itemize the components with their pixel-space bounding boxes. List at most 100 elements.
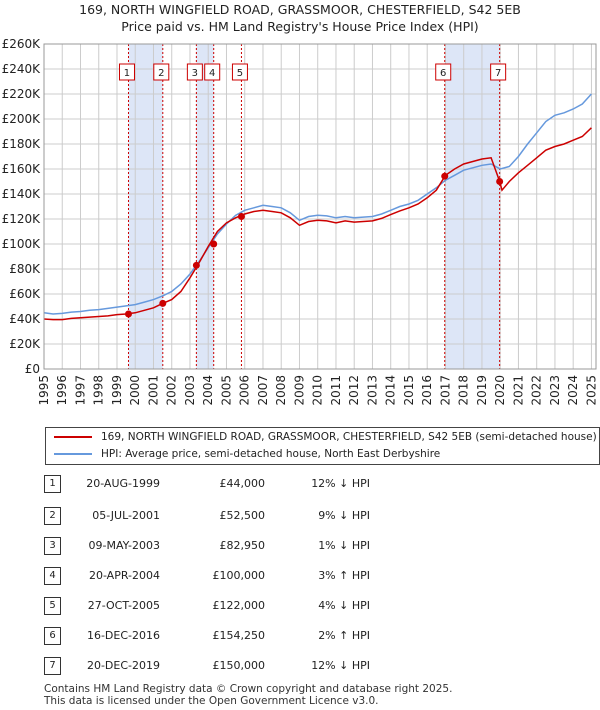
x-tick-label: 2025 [584, 375, 598, 406]
y-tick-label: £80K [9, 262, 41, 276]
sale-marker-box-5 [231, 63, 248, 81]
shaded-period-2 [196, 44, 214, 369]
transaction-row: 7 20-DEC-2019 £150,000 12% ↓ HPI [0, 656, 600, 676]
legend-label-property: 169, NORTH WINGFIELD ROAD, GRASSMOOR, CH… [101, 431, 597, 443]
chart-legend: 169, NORTH WINGFIELD ROAD, GRASSMOOR, CH… [45, 427, 600, 465]
sale-marker-box-3 [186, 63, 203, 81]
x-tick-label: 2023 [548, 375, 562, 406]
property-line [43, 127, 592, 321]
legend-item-hpi: HPI: Average price, semi-detached house,… [54, 446, 440, 462]
x-tick-label: 2020 [493, 375, 507, 406]
sale-marker-label-5: 5 [237, 68, 243, 79]
transaction-row: 2 05-JUL-2001 £52,500 9% ↓ HPI [0, 506, 600, 526]
transaction-row: 6 16-DEC-2016 £154,250 2% ↑ HPI [0, 626, 600, 646]
transaction-number: 1 [44, 475, 61, 493]
x-tick-label: 1996 [55, 375, 69, 406]
x-tick-label: 2014 [384, 375, 398, 406]
y-tick-label: £60K [9, 287, 41, 301]
shaded-period-1 [128, 44, 163, 369]
transaction-date: 20-APR-2004 [88, 569, 160, 582]
x-tick-label: 2013 [365, 375, 379, 406]
y-tick-label: £220K [2, 87, 42, 101]
x-tick-label: 2003 [183, 375, 197, 406]
transaction-price: £150,000 [212, 659, 266, 672]
sale-point-5 [237, 213, 245, 220]
x-tick-label: 2021 [511, 375, 525, 406]
transaction-date: 27-OCT-2005 [87, 599, 160, 612]
y-tick-label: £260K [2, 37, 42, 51]
x-tick-label: 2011 [329, 375, 343, 406]
sale-marker-box-7 [490, 63, 507, 81]
footer-licence: This data is licensed under the Open Gov… [44, 695, 379, 707]
transaction-row: 5 27-OCT-2005 £122,000 4% ↓ HPI [0, 596, 600, 616]
x-tick-label: 1995 [37, 375, 51, 406]
transaction-number: 3 [44, 537, 61, 555]
sale-marker-label-2: 2 [158, 68, 164, 79]
plot-frame [43, 43, 597, 370]
transaction-hpi-diff: 3% ↑ HPI [318, 569, 370, 582]
price-chart: £0 £20K £40K £60K £80K £100K £120K £140K £160K £1… [2, 37, 599, 406]
y-tick-label: £180K [2, 137, 42, 151]
x-tick-label: 2022 [530, 375, 544, 406]
y-tick-label: £200K [2, 112, 42, 126]
footer-copyright: Contains HM Land Registry data © Crown c… [44, 683, 453, 695]
x-tick-label: 2001 [146, 375, 160, 406]
y-tick-label: £40K [9, 312, 41, 326]
legend-label-hpi: HPI: Average price, semi-detached house,… [101, 448, 441, 460]
plot-area [44, 44, 596, 369]
x-tick-label: 1997 [73, 375, 87, 406]
x-tick-label: 2002 [165, 375, 179, 406]
sale-point-7 [496, 178, 504, 185]
transaction-date: 09-MAY-2003 [88, 539, 160, 552]
transaction-hpi-diff: 2% ↑ HPI [318, 629, 370, 642]
x-tick-label: 1999 [110, 375, 124, 406]
sale-point-1 [124, 310, 132, 318]
legend-swatch-hpi [54, 453, 92, 455]
sale-marker-box-1 [118, 63, 135, 81]
x-tick-label: 2017 [438, 375, 452, 406]
transaction-number: 6 [44, 627, 61, 645]
sale-marker-label-3: 3 [192, 68, 198, 79]
x-tick-label: 2016 [420, 375, 434, 406]
transaction-date: 20-DEC-2019 [86, 659, 160, 672]
transaction-date: 20-AUG-1999 [86, 477, 160, 490]
x-tick-label: 2015 [402, 375, 416, 406]
legend-item-property: 169, NORTH WINGFIELD ROAD, GRASSMOOR, CH… [54, 429, 597, 445]
shaded-period-3 [444, 44, 500, 369]
chart-subtitle: Price paid vs. HM Land Registry's House … [121, 19, 479, 34]
hpi-line [43, 93, 592, 315]
transaction-number: 4 [44, 567, 61, 585]
x-tick-label: 2007 [256, 375, 270, 406]
transaction-row: 3 09-MAY-2003 £82,950 1% ↓ HPI [0, 536, 600, 556]
transaction-hpi-diff: 12% ↓ HPI [311, 477, 370, 490]
transaction-price: £82,950 [219, 539, 266, 552]
x-tick-label: 2009 [292, 375, 306, 406]
x-tick-label: 2004 [201, 375, 215, 406]
y-tick-label: £240K [2, 62, 42, 76]
transaction-price: £122,000 [212, 599, 266, 612]
transaction-number: 5 [44, 597, 61, 615]
y-tick-label: £0 [25, 362, 40, 376]
transaction-hpi-diff: 12% ↓ HPI [311, 659, 370, 672]
transaction-price: £154,250 [212, 629, 266, 642]
sale-point-2 [159, 299, 167, 307]
transaction-number: 7 [44, 657, 61, 675]
transaction-price: £52,500 [219, 509, 266, 522]
transaction-row: 1 20-AUG-1999 £44,000 12% ↓ HPI [0, 474, 600, 494]
sale-marker-label-1: 1 [124, 68, 130, 79]
transaction-date: 05-JUL-2001 [92, 509, 160, 522]
x-tick-label: 2008 [274, 375, 288, 406]
transaction-date: 16-DEC-2016 [86, 629, 160, 642]
x-tick-label: 2006 [238, 375, 252, 406]
y-tick-label: £20K [9, 337, 41, 351]
transaction-row: 4 20-APR-2004 £100,000 3% ↑ HPI [0, 566, 600, 586]
transaction-hpi-diff: 9% ↓ HPI [318, 509, 370, 522]
x-tick-label: 2005 [219, 375, 233, 406]
sale-marker-box-6 [435, 63, 452, 81]
transaction-hpi-diff: 1% ↓ HPI [318, 539, 370, 552]
sale-marker-box-2 [153, 63, 170, 81]
sale-marker-label-7: 7 [495, 68, 501, 79]
transaction-number: 2 [44, 507, 61, 525]
transaction-hpi-diff: 4% ↓ HPI [318, 599, 370, 612]
sale-marker-label-4: 4 [209, 68, 215, 79]
